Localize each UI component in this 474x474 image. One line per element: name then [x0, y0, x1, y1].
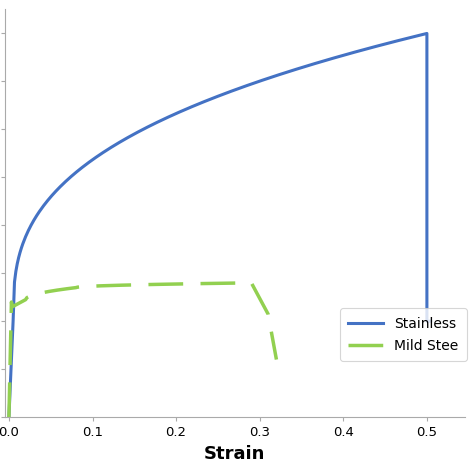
Legend: Stainless, Mild Stee: Stainless, Mild Stee — [340, 308, 467, 361]
X-axis label: Strain: Strain — [204, 445, 265, 463]
